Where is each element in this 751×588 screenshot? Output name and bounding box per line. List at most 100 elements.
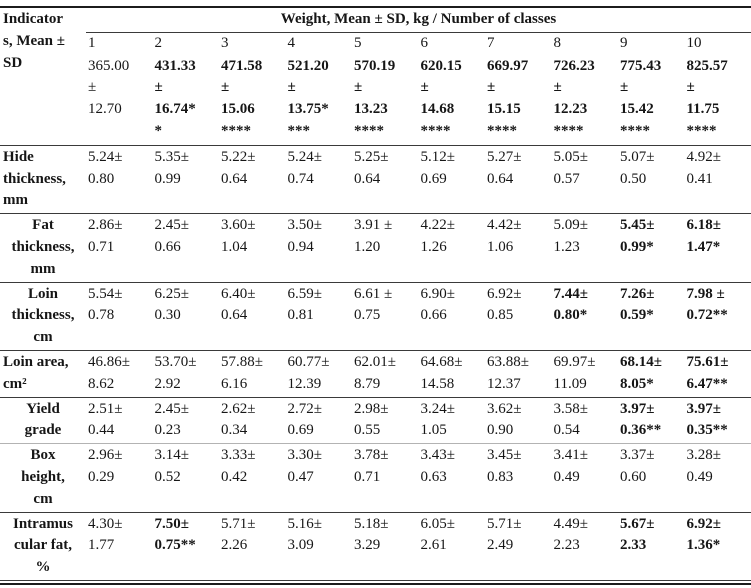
- indicator-value-cell: 7.26± 0.59*: [618, 282, 685, 351]
- indicator-value-cell: 5.35± 0.99: [152, 145, 219, 215]
- indicator-value-cell: 5.24± 0.74: [285, 145, 352, 215]
- indicator-value-cell: 5.71± 2.26: [219, 512, 286, 581]
- indicator-value-cell: 75.61± 6.47**: [684, 350, 751, 398]
- indicator-value-cell: 64.68± 14.58: [418, 350, 485, 398]
- indicator-value-cell: 57.88± 6.16: [219, 350, 286, 398]
- indicator-row: Loin thickness, cm 5.54± 0.78 6.25± 0.30 6.…: [0, 282, 751, 351]
- indicator-row-label: Loin area, cm²: [0, 350, 86, 398]
- span-header-row: Indicator s, Mean ± SD Weight, Mean ± SD…: [0, 7, 751, 146]
- indicator-value-cell: 6.90± 0.66: [418, 282, 485, 351]
- indicator-value-cell: 3.28± 0.49: [684, 443, 751, 513]
- indicator-value-cell: 6.05± 2.61: [418, 512, 485, 581]
- indicator-value-cell: 4.22± 1.26: [418, 213, 485, 283]
- indicator-value-cell: 3.45± 0.83: [485, 443, 552, 513]
- weight-mean-sd-cell: 365.00 ± 12.70: [86, 54, 153, 146]
- class-number-row: 1 2 3 4 5 6 7 8 9 10: [0, 32, 751, 54]
- weight-mean-sd-cell: 431.33 ± 16.74* *: [152, 54, 219, 146]
- weight-mean-sd-cell: 570.19 ± 13.23 ****: [352, 54, 419, 146]
- indicator-row: Loin area, cm² 46.86± 8.62 53.70± 2.92 57.8…: [0, 350, 751, 398]
- indicator-value-cell: 5.07± 0.50: [618, 145, 685, 215]
- indicator-value-cell: 68.14± 8.05*: [618, 350, 685, 398]
- indicator-value-cell: 2.96± 0.29: [86, 443, 153, 513]
- class-number-header: 6: [420, 34, 429, 51]
- indicator-value-cell: 53.70± 2.92: [152, 350, 219, 398]
- indicator-value-cell: 5.24± 0.80: [86, 145, 153, 215]
- weight-mean-sd-cell: 471.58 ± 15.06 ****: [219, 54, 286, 146]
- indicator-value-cell: 3.78± 0.71: [352, 443, 419, 513]
- indicator-value-cell: 3.60± 1.04: [219, 213, 286, 283]
- indicator-value-cell: 2.72± 0.69: [285, 397, 352, 445]
- indicator-value-cell: 2.86± 0.71: [86, 213, 153, 283]
- indicator-row: Intramus cular fat, % 4.30± 1.77 7.50± 0.7…: [0, 512, 751, 581]
- indicator-value-cell: 6.92± 1.36*: [684, 512, 751, 581]
- weight-mean-sd-cell: 620.15 ± 14.68 ****: [418, 54, 485, 146]
- table-body: Hide thickness, mm 5.24± 0.80 5.35± 0.99 5.…: [0, 145, 751, 581]
- indicator-value-cell: 6.92± 0.85: [485, 282, 552, 351]
- indicator-value-cell: 4.42± 1.06: [485, 213, 552, 283]
- indicator-value-cell: 6.25± 0.30: [152, 282, 219, 351]
- indicator-value-cell: 6.40± 0.64: [219, 282, 286, 351]
- indicator-value-cell: 7.44± 0.80*: [551, 282, 618, 351]
- indicator-row-label: Fat thickness, mm: [0, 213, 86, 283]
- indicator-value-cell: 5.54± 0.78: [86, 282, 153, 351]
- span-header-weight-classes: Weight, Mean ± SD, kg / Number of classe…: [86, 7, 751, 33]
- indicator-value-cell: 2.98± 0.55: [352, 397, 419, 445]
- indicator-value-cell: 60.77± 12.39: [285, 350, 352, 398]
- indicator-value-cell: 46.86± 8.62: [86, 350, 153, 398]
- class-number-header: 2: [154, 34, 163, 51]
- indicator-row-label: Yield grade: [0, 397, 86, 445]
- indicator-value-cell: 7.98 ± 0.72**: [684, 282, 751, 351]
- weight-mean-sd-cell: 521.20 ± 13.75* ***: [285, 54, 352, 146]
- weight-mean-sd-cell: 726.23 ± 12.23 ****: [551, 54, 618, 146]
- indicator-value-cell: 4.30± 1.77: [86, 512, 153, 581]
- indicator-value-cell: 6.59± 0.81: [285, 282, 352, 351]
- indicator-value-cell: 6.61 ± 0.75: [352, 282, 419, 351]
- indicator-value-cell: 4.49± 2.23: [551, 512, 618, 581]
- indicator-value-cell: 5.22± 0.64: [219, 145, 286, 215]
- indicator-value-cell: 7.50± 0.75**: [152, 512, 219, 581]
- indicator-row: Yield grade 2.51± 0.44 2.45± 0.23 2.62± 0.3…: [0, 397, 751, 445]
- indicator-value-cell: 3.37± 0.60: [618, 443, 685, 513]
- class-number-header: 3: [221, 34, 229, 51]
- indicator-value-cell: 5.18± 3.29: [352, 512, 419, 581]
- corner-header-indicators: Indicator s, Mean ± SD: [0, 7, 86, 146]
- class-number-header: 10: [686, 34, 702, 51]
- indicator-row: Box height, cm 2.96± 0.29 3.14± 0.52 3.33± …: [0, 443, 751, 513]
- indicator-row-label: Box height, cm: [0, 443, 86, 513]
- indicator-value-cell: 3.50± 0.94: [285, 213, 352, 283]
- indicator-row: Fat thickness, mm 2.86± 0.71 2.45± 0.66 3.6…: [0, 213, 751, 283]
- weight-mean-sd-cell: 669.97 ± 15.15 ****: [485, 54, 552, 146]
- indicator-row-label: Hide thickness, mm: [0, 145, 86, 215]
- indicator-value-cell: 62.01± 8.79: [352, 350, 419, 398]
- indicator-value-cell: 5.05± 0.57: [551, 145, 618, 215]
- class-number-header: 7: [487, 34, 495, 51]
- indicator-row-label: Loin thickness, cm: [0, 282, 86, 351]
- indicator-value-cell: 2.45± 0.66: [152, 213, 219, 283]
- indicator-value-cell: 3.58± 0.54: [551, 397, 618, 445]
- indicator-value-cell: 63.88± 12.37: [485, 350, 552, 398]
- indicator-row-label: Intramus cular fat, %: [0, 512, 86, 581]
- class-number-header: 1: [88, 34, 96, 51]
- indicator-value-cell: 3.91 ± 1.20: [352, 213, 419, 283]
- indicator-value-cell: 2.51± 0.44: [86, 397, 153, 445]
- indicator-value-cell: 5.45± 0.99*: [618, 213, 685, 283]
- weight-mean-sd-cell: 775.43 ± 15.42 ****: [618, 54, 685, 146]
- weight-values-row: 365.00 ± 12.70 431.33 ± 16.74* * 471.58 ± …: [0, 54, 751, 146]
- indicator-value-cell: 3.24± 1.05: [418, 397, 485, 445]
- indicator-value-cell: 69.97± 11.09: [551, 350, 618, 398]
- indicator-value-cell: 3.33± 0.42: [219, 443, 286, 513]
- indicators-by-weight-class-table: Indicator s, Mean ± SD Weight, Mean ± SD…: [0, 6, 751, 581]
- indicator-value-cell: 5.12± 0.69: [418, 145, 485, 215]
- indicator-value-cell: 3.41± 0.49: [551, 443, 618, 513]
- indicator-value-cell: 3.97± 0.36**: [618, 397, 685, 445]
- indicator-value-cell: 3.62± 0.90: [485, 397, 552, 445]
- indicator-value-cell: 5.71± 2.49: [485, 512, 552, 581]
- indicator-value-cell: 5.25± 0.64: [352, 145, 419, 215]
- class-number-header: 8: [553, 34, 562, 51]
- table-bottom-rule: [0, 582, 751, 585]
- class-number-header: 5: [354, 34, 362, 51]
- indicator-value-cell: 3.43± 0.63: [418, 443, 485, 513]
- table-header: Indicator s, Mean ± SD Weight, Mean ± SD…: [0, 7, 751, 146]
- indicator-value-cell: 5.67± 2.33: [618, 512, 685, 581]
